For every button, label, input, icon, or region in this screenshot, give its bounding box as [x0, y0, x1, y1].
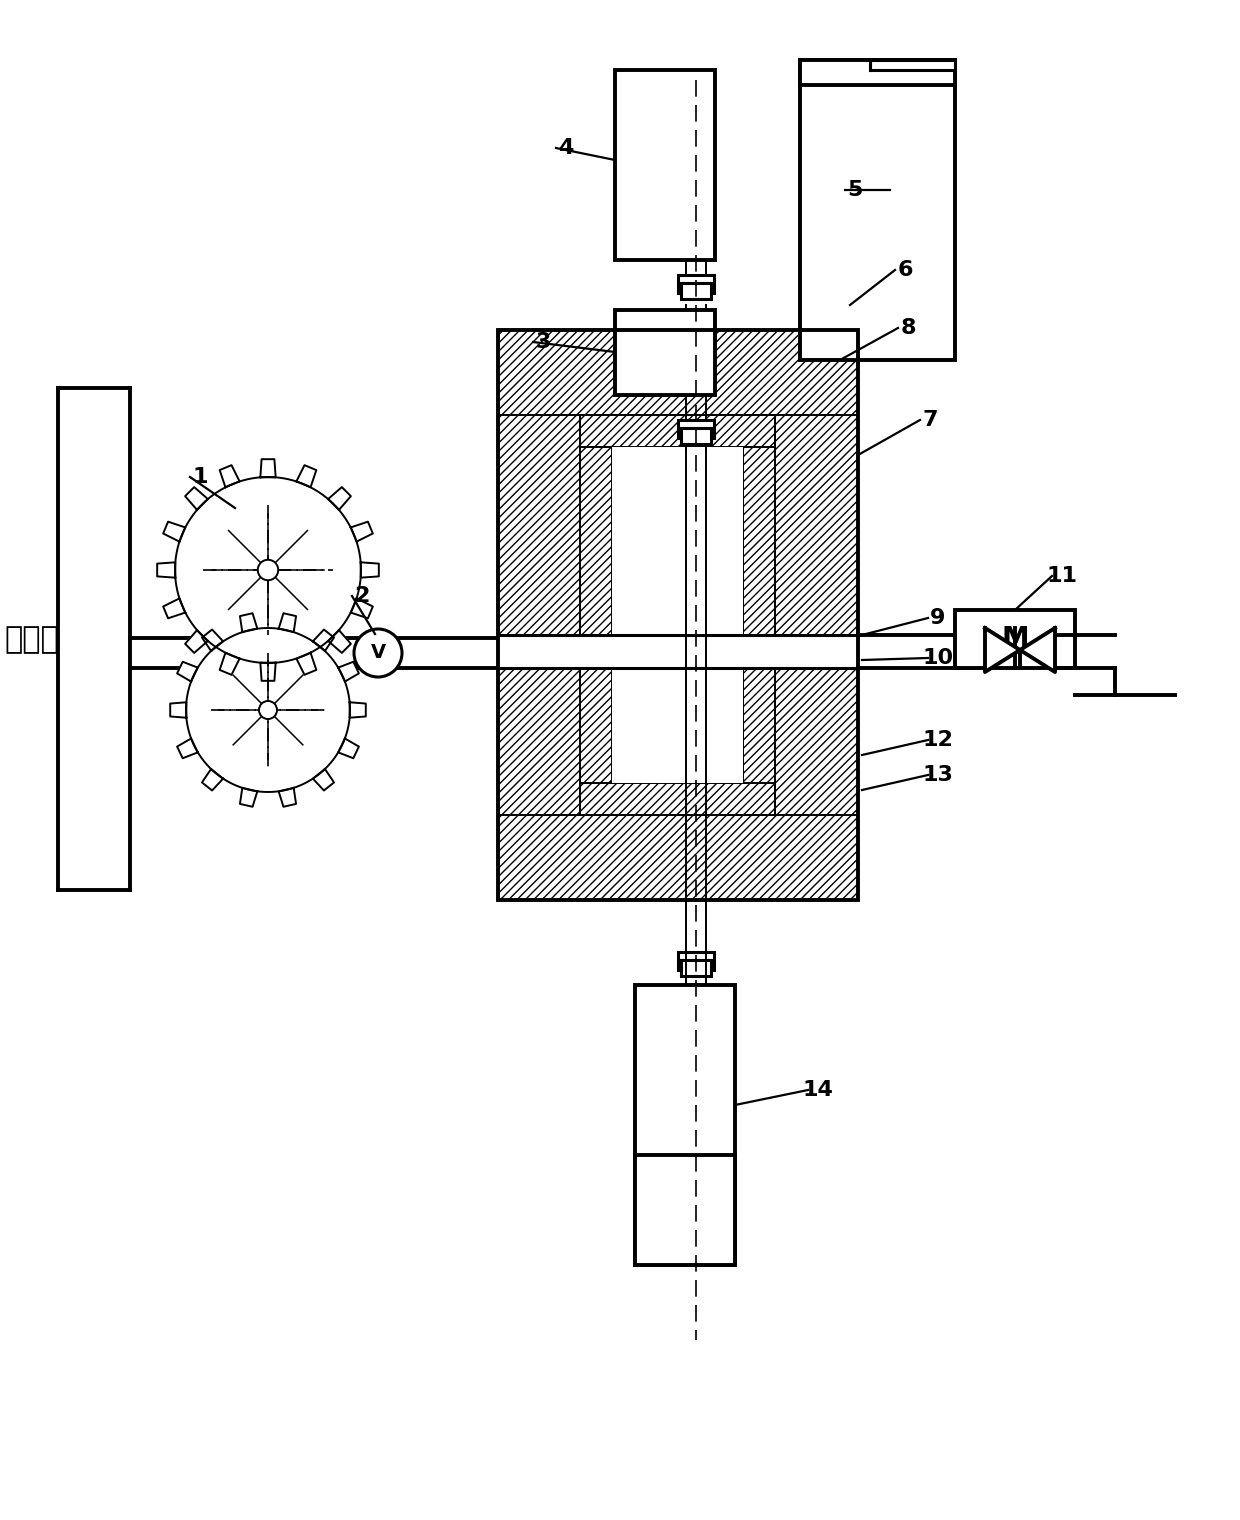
Circle shape — [353, 629, 402, 676]
Bar — [804, 298, 831, 315]
Polygon shape — [241, 787, 258, 807]
Bar — [678, 430, 714, 438]
Text: 2: 2 — [355, 587, 370, 606]
Bar — [498, 815, 858, 900]
Bar — [870, 59, 955, 70]
Bar — [800, 290, 835, 298]
Polygon shape — [260, 459, 275, 477]
Polygon shape — [329, 486, 351, 509]
Polygon shape — [350, 702, 366, 717]
Text: 3: 3 — [536, 331, 551, 353]
Polygon shape — [260, 663, 275, 681]
Bar — [678, 286, 714, 293]
Bar — [800, 59, 955, 74]
Polygon shape — [312, 629, 334, 651]
Bar — [615, 70, 715, 260]
Text: 1: 1 — [192, 467, 208, 486]
Text: 7: 7 — [923, 410, 937, 430]
Polygon shape — [177, 739, 198, 758]
Bar — [580, 783, 775, 815]
Polygon shape — [202, 629, 223, 651]
Bar — [498, 330, 858, 415]
Bar — [678, 275, 714, 283]
Bar — [615, 310, 715, 395]
Text: 12: 12 — [923, 730, 954, 749]
Polygon shape — [164, 599, 185, 619]
Polygon shape — [351, 599, 373, 619]
Polygon shape — [351, 521, 373, 541]
Polygon shape — [296, 465, 316, 488]
Bar — [498, 330, 858, 900]
Bar — [773, 330, 858, 900]
Polygon shape — [279, 787, 296, 807]
Bar — [800, 59, 955, 85]
Text: M: M — [1001, 625, 1029, 654]
Bar — [678, 962, 714, 970]
Text: 9: 9 — [930, 608, 946, 628]
Text: 5: 5 — [847, 179, 863, 201]
Polygon shape — [185, 631, 208, 654]
Bar — [681, 961, 711, 976]
Text: 11: 11 — [1047, 565, 1078, 587]
Text: 6: 6 — [898, 260, 913, 280]
Text: V: V — [371, 643, 386, 663]
Polygon shape — [1021, 628, 1055, 672]
Polygon shape — [177, 661, 198, 681]
Bar — [498, 330, 858, 900]
Text: 生产线: 生产线 — [5, 626, 60, 655]
Bar — [498, 635, 858, 667]
Bar — [743, 415, 775, 815]
Bar — [678, 420, 714, 429]
Polygon shape — [186, 628, 350, 792]
Bar — [800, 70, 955, 360]
Polygon shape — [329, 631, 351, 654]
Circle shape — [259, 701, 277, 719]
Polygon shape — [219, 652, 239, 675]
Bar — [635, 1155, 735, 1265]
Bar — [580, 415, 775, 447]
Polygon shape — [175, 477, 361, 663]
Bar — [580, 415, 613, 815]
Polygon shape — [279, 613, 296, 632]
Bar — [498, 330, 583, 900]
Circle shape — [258, 559, 278, 581]
Bar — [678, 952, 714, 961]
Polygon shape — [241, 613, 258, 632]
Bar — [613, 447, 743, 783]
Bar — [583, 415, 773, 815]
Polygon shape — [170, 702, 186, 717]
Text: 8: 8 — [900, 318, 916, 337]
Bar — [681, 429, 711, 444]
Text: 10: 10 — [923, 648, 954, 667]
Polygon shape — [312, 769, 334, 790]
Text: 4: 4 — [558, 138, 574, 158]
Polygon shape — [202, 769, 223, 790]
Polygon shape — [157, 562, 175, 578]
Text: 13: 13 — [923, 765, 954, 784]
Polygon shape — [985, 628, 1021, 672]
Bar — [955, 610, 1075, 667]
Bar — [800, 299, 835, 309]
Polygon shape — [339, 661, 358, 681]
Polygon shape — [361, 562, 378, 578]
Polygon shape — [164, 521, 185, 541]
Polygon shape — [219, 465, 239, 488]
Bar — [681, 283, 711, 299]
Polygon shape — [339, 739, 358, 758]
Polygon shape — [296, 652, 316, 675]
Text: 14: 14 — [802, 1081, 833, 1100]
Bar — [635, 985, 735, 1265]
Polygon shape — [185, 486, 208, 509]
